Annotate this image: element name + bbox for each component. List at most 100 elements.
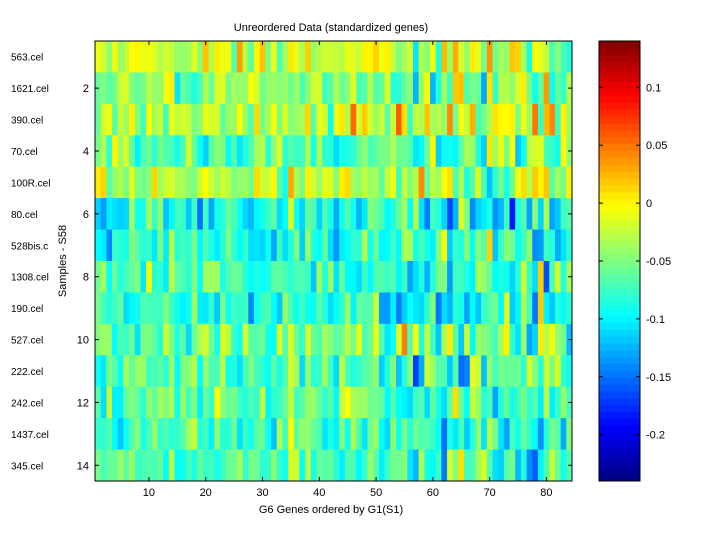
heatmap-cell: [532, 41, 539, 73]
heatmap-cell: [498, 198, 505, 230]
heatmap-cell: [151, 449, 158, 482]
heatmap-cell: [344, 449, 351, 482]
heatmap-cell: [316, 261, 323, 293]
heatmap-cell: [378, 135, 386, 168]
heatmap-cell: [185, 103, 192, 136]
heatmap-cell: [509, 386, 516, 419]
heatmap-cell: [367, 386, 374, 419]
heatmap-cell: [549, 198, 556, 230]
heatmap-cell: [288, 386, 295, 419]
heatmap-cell: [350, 72, 357, 105]
heatmap-cell: [163, 449, 170, 482]
heatmap-cell: [202, 449, 209, 482]
heatmap-cell: [361, 323, 368, 356]
heatmap-cell: [236, 166, 244, 199]
heatmap-cell: [361, 103, 368, 136]
heatmap-cell: [276, 323, 283, 356]
heatmap-cell: [515, 198, 522, 230]
heatmap-cell: [146, 418, 153, 450]
heatmap-cell: [316, 323, 323, 356]
heatmap-cell: [503, 166, 510, 199]
heatmap-cell: [310, 166, 317, 199]
heatmap-cell: [202, 41, 209, 73]
heatmap-cell: [475, 449, 482, 482]
colorbar-band: [599, 357, 640, 365]
sample-label: 242.cel: [11, 398, 43, 409]
heatmap-cell: [214, 386, 221, 419]
heatmap-cell: [134, 418, 141, 450]
heatmap-cell: [225, 103, 232, 136]
heatmap-cell: [430, 72, 437, 105]
heatmap-cell: [276, 198, 283, 230]
heatmap-cell: [515, 229, 522, 262]
heatmap-cell: [231, 418, 238, 450]
colorbar-tick-label: 0.1: [646, 82, 661, 94]
heatmap-cell: [401, 449, 408, 482]
heatmap-cell: [464, 198, 471, 230]
heatmap-cell: [174, 449, 181, 482]
heatmap-cell: [327, 261, 334, 293]
heatmap-cell: [475, 135, 482, 168]
heatmap-cell: [384, 292, 391, 325]
heatmap-cell: [322, 103, 329, 136]
heatmap-cell: [191, 166, 198, 199]
heatmap-cell: [373, 323, 380, 356]
colorbar-band: [599, 247, 640, 255]
heatmap-cell: [271, 386, 278, 419]
heatmap-cell: [123, 41, 130, 73]
heatmap-cell: [566, 292, 573, 325]
heatmap-cell: [95, 229, 102, 262]
colorbar-band: [599, 405, 640, 413]
heatmap-cell: [532, 135, 539, 168]
heatmap-cell: [236, 103, 244, 136]
heatmap-cell: [492, 103, 499, 136]
heatmap-cell: [486, 418, 493, 450]
heatmap-cell: [452, 103, 459, 136]
heatmap-cell: [509, 449, 516, 482]
heatmap-cell: [435, 449, 442, 482]
heatmap-cell: [356, 72, 363, 105]
heatmap-cell: [526, 323, 533, 356]
heatmap-cell: [469, 323, 476, 356]
heatmap-cell: [174, 386, 181, 419]
heatmap-cell: [537, 449, 545, 482]
heatmap-cell: [413, 103, 420, 136]
colorbar-band: [599, 144, 640, 152]
heatmap-cell: [378, 261, 386, 293]
heatmap-cell: [322, 449, 329, 482]
heatmap-cell: [395, 261, 403, 293]
heatmap-cell: [509, 323, 516, 356]
heatmap-cell: [191, 72, 198, 105]
heatmap-cell: [254, 261, 261, 293]
heatmap-cell: [208, 292, 215, 325]
heatmap-cell: [361, 418, 368, 450]
heatmap-cell: [254, 386, 261, 419]
heatmap-cell: [208, 229, 215, 262]
heatmap-cell: [265, 261, 272, 293]
y-axis-label: Samples - S58: [57, 225, 69, 297]
heatmap-cell: [520, 323, 527, 356]
heatmap-cell: [316, 72, 323, 105]
heatmap-cell: [271, 418, 278, 450]
heatmap-cell: [197, 166, 204, 199]
heatmap-cell: [191, 135, 198, 168]
heatmap-cell: [327, 229, 334, 262]
heatmap-cell: [129, 72, 136, 105]
heatmap-cell: [549, 41, 556, 73]
heatmap-cell: [129, 261, 136, 293]
heatmap-cell: [112, 292, 119, 325]
heatmap-cell: [430, 198, 437, 230]
heatmap-cell: [242, 103, 249, 136]
heatmap-cell: [413, 41, 420, 73]
heatmap-cell: [288, 72, 295, 105]
heatmap-cell: [225, 72, 232, 105]
heatmap-cell: [288, 135, 295, 168]
heatmap-cell: [441, 198, 448, 230]
heatmap-cell: [520, 135, 527, 168]
heatmap-cell: [481, 41, 488, 73]
heatmap-cell: [214, 72, 221, 105]
heatmap-cell: [185, 72, 192, 105]
heatmap-cell: [475, 103, 482, 136]
heatmap-cell: [305, 261, 312, 293]
heatmap-cell: [447, 166, 454, 199]
